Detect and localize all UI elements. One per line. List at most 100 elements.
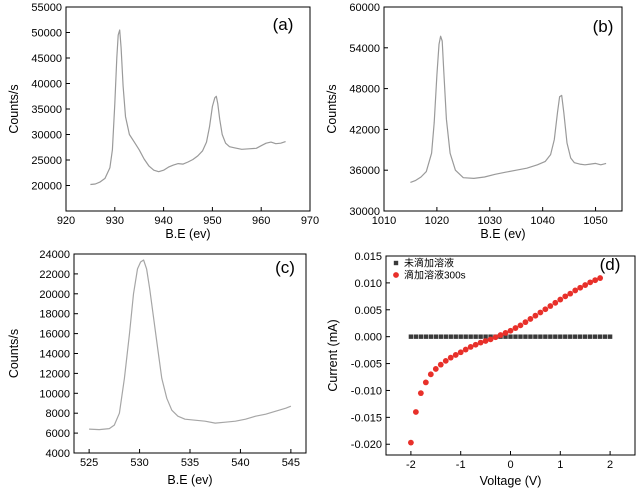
x-tick-label: 1020 <box>425 215 449 227</box>
data-point-square <box>548 334 553 339</box>
y-tick-label: 12000 <box>39 368 70 380</box>
panel-4: -2 -1 0 1 2 -0.020 -0.015 -0.010 -0.005 0.000 0.00… <box>326 251 636 488</box>
data-point-circle <box>557 296 564 303</box>
data-point-square <box>538 334 543 339</box>
panel-1: 920 930 940 950 960 970 20000 25000 30000 35000 40… <box>7 2 319 241</box>
x-tick-label: 2 <box>607 459 613 471</box>
x-tick-label: 1030 <box>478 215 502 227</box>
data-point-square <box>533 334 538 339</box>
y-tick-label: 35000 <box>31 104 62 116</box>
data-point-circle <box>462 346 469 353</box>
y-tick-label: 0.010 <box>354 278 382 290</box>
data-point-square <box>528 334 533 339</box>
x-tick-label: 0 <box>507 459 513 471</box>
x-tick-label: -1 <box>456 459 466 471</box>
plot-frame <box>385 255 636 456</box>
data-point-circle <box>497 332 504 338</box>
plot-frame <box>73 253 307 454</box>
data-point-circle <box>522 319 529 326</box>
data-point-square <box>607 334 613 339</box>
data-point-square <box>513 334 518 339</box>
y-tick-label: 54000 <box>349 43 380 55</box>
data-point-circle <box>482 338 489 344</box>
data-point-circle <box>507 327 514 334</box>
data-point-square <box>597 334 603 339</box>
x-axis-label: B.E (ev) <box>480 227 525 241</box>
data-point-circle <box>572 287 579 294</box>
data-point-circle <box>437 361 444 368</box>
y-axis-label: Current (mA) <box>326 319 340 391</box>
data-point-circle <box>537 309 544 316</box>
data-point-square <box>543 334 548 339</box>
data-point-square <box>458 334 463 339</box>
data-point-circle <box>567 290 574 297</box>
data-point-square <box>573 334 578 339</box>
panel-label: (c) <box>275 258 295 277</box>
data-point-square <box>443 334 448 339</box>
x-axis-label: B.E (ev) <box>167 473 212 487</box>
y-tick-label: 42000 <box>349 124 380 136</box>
plot-frame <box>383 6 623 212</box>
data-point-square <box>408 334 414 339</box>
data-point-square <box>483 334 488 339</box>
data-point-circle <box>552 299 559 306</box>
data-point-circle <box>467 343 474 350</box>
data-point-square <box>503 334 508 339</box>
data-point-circle <box>547 303 554 309</box>
y-axis-label: Counts/s <box>7 84 21 133</box>
data-point-square <box>578 334 583 339</box>
x-tick-label: 970 <box>301 215 319 227</box>
y-tick-label: 0.005 <box>354 305 382 317</box>
spectrum-line <box>410 35 607 183</box>
y-tick-label: 55000 <box>31 2 62 14</box>
spectrum-line <box>90 29 286 186</box>
data-point-circle <box>502 330 509 336</box>
x-tick-label: 960 <box>252 215 270 227</box>
y-tick-label: 25000 <box>31 155 62 167</box>
data-point-circle <box>597 275 604 281</box>
data-point-circle <box>477 339 484 346</box>
panel-3: 525 530 535 540 545 4000 6000 8000 10000 12000 140… <box>7 249 307 487</box>
data-point-square <box>523 334 528 339</box>
data-point-square <box>568 334 573 339</box>
x-tick-label: 950 <box>203 215 221 227</box>
data-point-square <box>602 334 608 339</box>
legend-label: 未滴加溶液 <box>404 257 454 270</box>
data-point-circle <box>472 341 479 348</box>
y-tick-label: -0.010 <box>351 385 382 397</box>
data-point-circle <box>577 284 584 291</box>
y-tick-label: -0.005 <box>351 359 382 371</box>
data-point-circle <box>562 293 569 300</box>
data-point-square <box>558 334 563 339</box>
x-axis-label: B.E (ev) <box>165 227 210 241</box>
x-tick-label: 530 <box>130 457 148 469</box>
x-tick-label: 920 <box>57 215 75 227</box>
data-point-square <box>468 334 473 339</box>
data-point-square <box>428 334 434 339</box>
data-point-circle <box>582 282 589 288</box>
x-axis-label: Voltage (V) <box>480 474 542 488</box>
data-point-circle <box>427 371 434 378</box>
y-tick-label: -0.015 <box>351 412 382 424</box>
data-point-square <box>423 334 429 339</box>
y-tick-label: 4000 <box>46 448 70 460</box>
y-tick-label: 45000 <box>31 53 62 65</box>
y-tick-label: 20000 <box>39 289 70 301</box>
data-point-circle <box>587 279 594 286</box>
data-point-square <box>478 334 483 339</box>
data-point-circle <box>542 306 549 313</box>
y-tick-label: -0.020 <box>351 439 382 451</box>
data-point-square <box>433 334 438 339</box>
data-point-circle <box>447 354 454 361</box>
panel-label: (b) <box>593 17 614 36</box>
x-tick-label: 940 <box>154 215 172 227</box>
data-point-square <box>438 334 443 339</box>
y-tick-label: 20000 <box>31 181 62 193</box>
data-point-square <box>463 334 468 339</box>
data-point-square <box>583 334 588 339</box>
data-point-square <box>563 334 568 339</box>
x-tick-label: 535 <box>181 457 199 469</box>
panel-2: 1010 1020 1030 1040 1050 30000 36000 42000 48000… <box>325 2 623 241</box>
y-tick-label: 36000 <box>349 165 380 177</box>
